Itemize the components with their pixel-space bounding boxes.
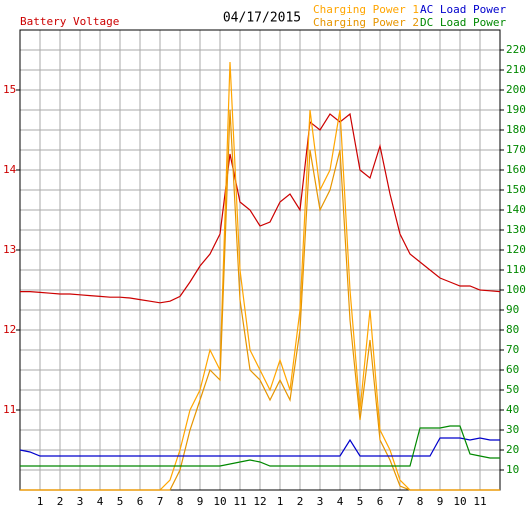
y2-tick-label: 110: [506, 263, 526, 276]
y2-tick-label: 170: [506, 143, 526, 156]
x-tick-label: 6: [137, 495, 144, 508]
y-tick-label: 14: [3, 163, 17, 176]
x-tick-label: 1: [37, 495, 44, 508]
x-tick-label: 12: [253, 495, 266, 508]
y2-tick-label: 10: [506, 463, 519, 476]
y2-tick-label: 210: [506, 63, 526, 76]
y2-tick-label: 20: [506, 443, 519, 456]
x-tick-label: 11: [473, 495, 486, 508]
y2-tick-label: 120: [506, 243, 526, 256]
x-tick-label: 4: [97, 495, 104, 508]
series-line: [20, 112, 501, 304]
y2-tick-label: 160: [506, 163, 526, 176]
y2-tick-label: 60: [506, 363, 519, 376]
x-tick-label: 10: [453, 495, 466, 508]
x-tick-label: 9: [437, 495, 444, 508]
legend-label: Charging Power 2: [313, 16, 419, 29]
y2-tick-label: 130: [506, 223, 526, 236]
y2-tick-label: 150: [506, 183, 526, 196]
x-tick-label: 4: [337, 495, 344, 508]
x-tick-label: 8: [417, 495, 424, 508]
x-tick-label: 3: [317, 495, 324, 508]
legend-label: Battery Voltage: [20, 15, 119, 28]
x-tick-label: 8: [177, 495, 184, 508]
y2-tick-label: 90: [506, 303, 519, 316]
x-tick-label: 5: [357, 495, 364, 508]
series-line: [20, 425, 500, 467]
y2-tick-label: 70: [506, 343, 519, 356]
x-tick-label: 2: [57, 495, 64, 508]
chart-title: 04/17/2015: [223, 11, 301, 26]
y-tick-label: 15: [3, 83, 16, 96]
x-tick-label: 3: [77, 495, 84, 508]
x-tick-label: 1: [277, 495, 284, 508]
y2-tick-label: 30: [506, 423, 519, 436]
series-line: [19, 437, 500, 457]
x-tick-label: 11: [233, 495, 246, 508]
y2-tick-label: 180: [506, 123, 526, 136]
y2-tick-label: 80: [506, 323, 519, 336]
series-line: [20, 109, 500, 491]
y2-tick-label: 40: [506, 403, 519, 416]
x-tick-label: 5: [117, 495, 124, 508]
y2-tick-label: 140: [506, 203, 526, 216]
y2-tick-label: 220: [506, 43, 526, 56]
x-tick-label: 10: [213, 495, 226, 508]
y-tick-label: 12: [3, 323, 16, 336]
plot-frame: [19, 29, 501, 491]
legend-label: AC Load Power: [420, 3, 506, 16]
y2-tick-label: 200: [506, 83, 526, 96]
x-tick-label: 9: [197, 495, 204, 508]
y2-tick-label: 100: [506, 283, 526, 296]
y2-tick-label: 50: [506, 383, 519, 396]
y-tick-label: 13: [3, 243, 16, 256]
y2-tick-label: 190: [506, 103, 526, 116]
x-tick-label: 2: [297, 495, 304, 508]
legend-label: DC Load Power: [420, 16, 506, 29]
y-tick-label: 11: [3, 403, 16, 416]
legend-label: Charging Power 1: [313, 3, 419, 16]
x-tick-label: 7: [397, 495, 404, 508]
x-tick-label: 6: [377, 495, 384, 508]
x-tick-label: 7: [157, 495, 164, 508]
